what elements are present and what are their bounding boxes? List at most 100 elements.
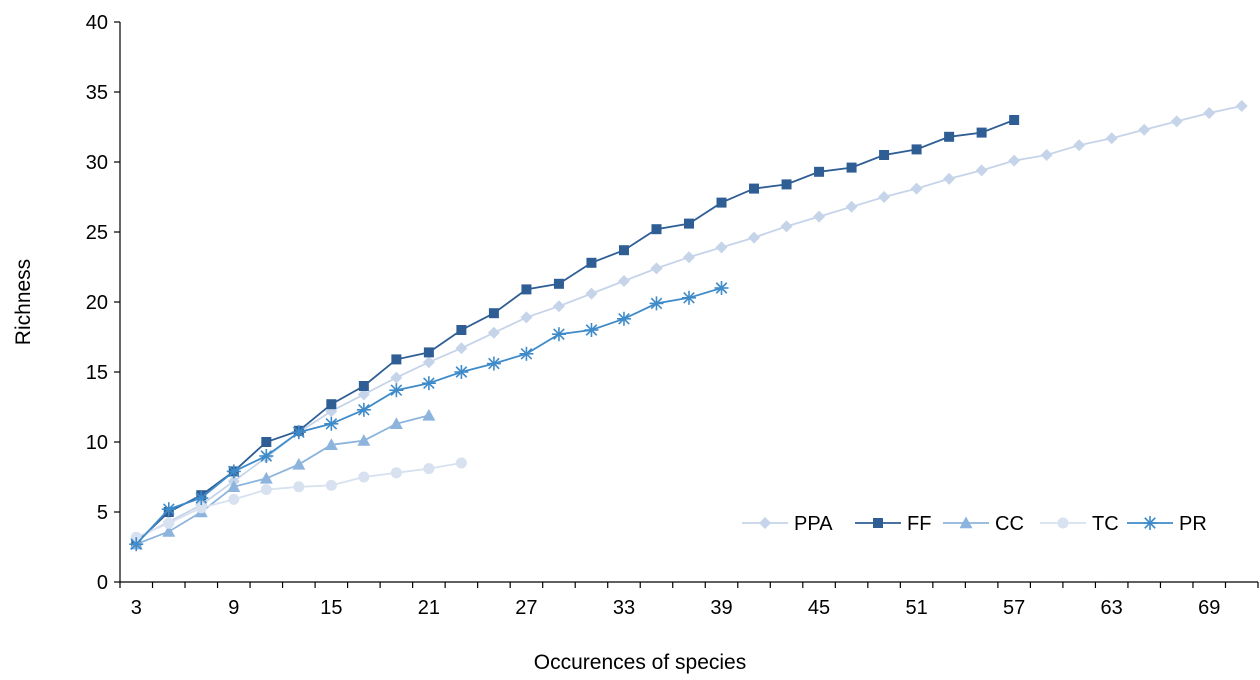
data-point-ppa [813, 210, 826, 223]
data-point-ff [553, 278, 564, 289]
data-point-ppa [683, 251, 695, 264]
x-tick-label: 27 [515, 597, 537, 619]
data-point-tc [390, 467, 402, 479]
data-point-tc [358, 471, 370, 483]
data-point-ppa [845, 200, 858, 213]
marker-stroke [162, 503, 175, 516]
marker-stroke [195, 492, 208, 504]
data-point-ppa [1073, 139, 1086, 152]
data-point-pr [129, 537, 144, 552]
marker-stroke [650, 297, 663, 310]
x-tick-label: 57 [1003, 597, 1025, 619]
legend-item-cc: CC [943, 513, 1024, 535]
y-tick-label: 15 [86, 362, 108, 384]
data-point-pr [682, 290, 696, 305]
data-point-ff [814, 166, 825, 177]
y-tick-label: 35 [86, 82, 108, 104]
marker-stroke [358, 403, 370, 416]
marker-stroke [390, 384, 403, 397]
data-point-ff [521, 284, 532, 295]
data-point-ff [651, 224, 662, 235]
data-point-ff [261, 437, 272, 447]
y-tick-label: 10 [86, 432, 108, 454]
data-point-cc [389, 417, 403, 429]
data-point-pr [551, 327, 566, 342]
data-point-tc [163, 517, 175, 529]
data-point-cc [324, 438, 338, 450]
marker-stroke [585, 324, 598, 336]
data-point-pr [486, 356, 501, 371]
data-point-ff [1009, 115, 1020, 125]
data-point-ff [326, 399, 337, 410]
x-tick-label: 63 [1101, 597, 1123, 619]
legend-marker-ff [873, 518, 883, 528]
data-point-ppa [1105, 132, 1118, 145]
data-point-ppa [780, 220, 793, 233]
data-point-ff [976, 127, 987, 138]
data-point-pr [454, 365, 469, 379]
x-tick-label: 39 [710, 597, 732, 619]
data-point-ff [684, 218, 694, 229]
data-point-pr [291, 425, 306, 440]
legend-label-cc: CC [995, 513, 1024, 535]
data-point-ppa [715, 241, 728, 254]
x-tick-label: 45 [808, 597, 830, 619]
legend-marker-pr [1143, 516, 1157, 530]
marker-stroke [423, 377, 435, 390]
legend-item-tc: TC [1040, 513, 1119, 535]
data-point-ppa [617, 275, 630, 287]
data-point-ppa [357, 388, 370, 401]
data-point-ppa [748, 231, 761, 244]
data-point-ff [391, 354, 402, 365]
marker-stroke [325, 417, 338, 430]
series-line-ff [135, 119, 1015, 544]
data-point-cc [422, 408, 436, 421]
marker-stroke [618, 312, 630, 325]
y-tick-label: 20 [86, 292, 108, 314]
data-point-pr [194, 491, 209, 505]
marker-stroke [293, 426, 305, 439]
data-point-ppa [390, 371, 403, 384]
marker-stroke [553, 328, 565, 341]
data-point-tc [293, 481, 305, 493]
data-point-pr [616, 311, 631, 326]
marker-stroke [683, 291, 695, 304]
legend-item-pr: PR [1127, 513, 1207, 535]
data-point-ppa [1203, 107, 1216, 119]
x-tick-label: 9 [228, 597, 239, 619]
series-cc [129, 408, 436, 550]
data-point-tc [195, 502, 207, 514]
data-point-pr [161, 502, 176, 517]
legend-label-ff: FF [907, 513, 931, 535]
data-point-ppa [878, 191, 891, 203]
data-point-ppa [520, 311, 533, 324]
marker-stroke [520, 347, 533, 360]
data-point-ppa [1008, 154, 1021, 167]
data-point-cc [292, 457, 306, 470]
data-point-ff [716, 197, 727, 208]
data-point-pr [389, 383, 404, 398]
data-point-pr [226, 464, 241, 479]
legend-label-pr: PR [1179, 513, 1207, 535]
series-line-ppa [135, 105, 1242, 540]
y-tick-label: 30 [86, 152, 108, 174]
data-point-ppa [487, 326, 500, 339]
data-point-ff [358, 381, 369, 391]
data-point-ppa [552, 300, 565, 313]
data-point-ppa [455, 342, 468, 355]
marker-stroke [1144, 517, 1156, 529]
data-point-ff [586, 257, 597, 268]
legend-marker-ppa [759, 517, 771, 529]
data-point-ff [781, 179, 792, 190]
y-axis-title: Richness [12, 259, 35, 345]
marker-stroke [260, 450, 273, 462]
data-point-tc [228, 493, 240, 505]
data-point-pr [421, 376, 436, 391]
data-point-tc [325, 479, 337, 491]
data-point-ppa [1235, 100, 1248, 112]
data-point-cc [357, 434, 371, 446]
data-point-pr [356, 402, 371, 417]
data-point-ppa [1138, 123, 1151, 136]
marker-stroke [488, 357, 500, 370]
